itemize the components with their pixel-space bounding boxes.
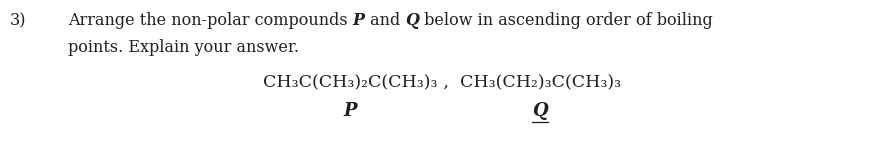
Text: P: P — [353, 12, 365, 29]
Text: ,: , — [438, 74, 460, 91]
Text: CH₃(CH₂)₃C(CH₃)₃: CH₃(CH₂)₃C(CH₃)₃ — [460, 74, 621, 91]
Text: Q: Q — [405, 12, 419, 29]
Text: points. Explain your answer.: points. Explain your answer. — [68, 39, 299, 56]
Text: P: P — [344, 102, 357, 120]
Text: Q: Q — [532, 102, 548, 120]
Text: CH₃C(CH₃)₂C(CH₃)₃: CH₃C(CH₃)₂C(CH₃)₃ — [263, 74, 438, 91]
Text: 3): 3) — [10, 12, 27, 29]
Text: below in ascending order of boiling: below in ascending order of boiling — [419, 12, 713, 29]
Text: Arrange the non-polar compounds: Arrange the non-polar compounds — [68, 12, 353, 29]
Text: and: and — [365, 12, 405, 29]
